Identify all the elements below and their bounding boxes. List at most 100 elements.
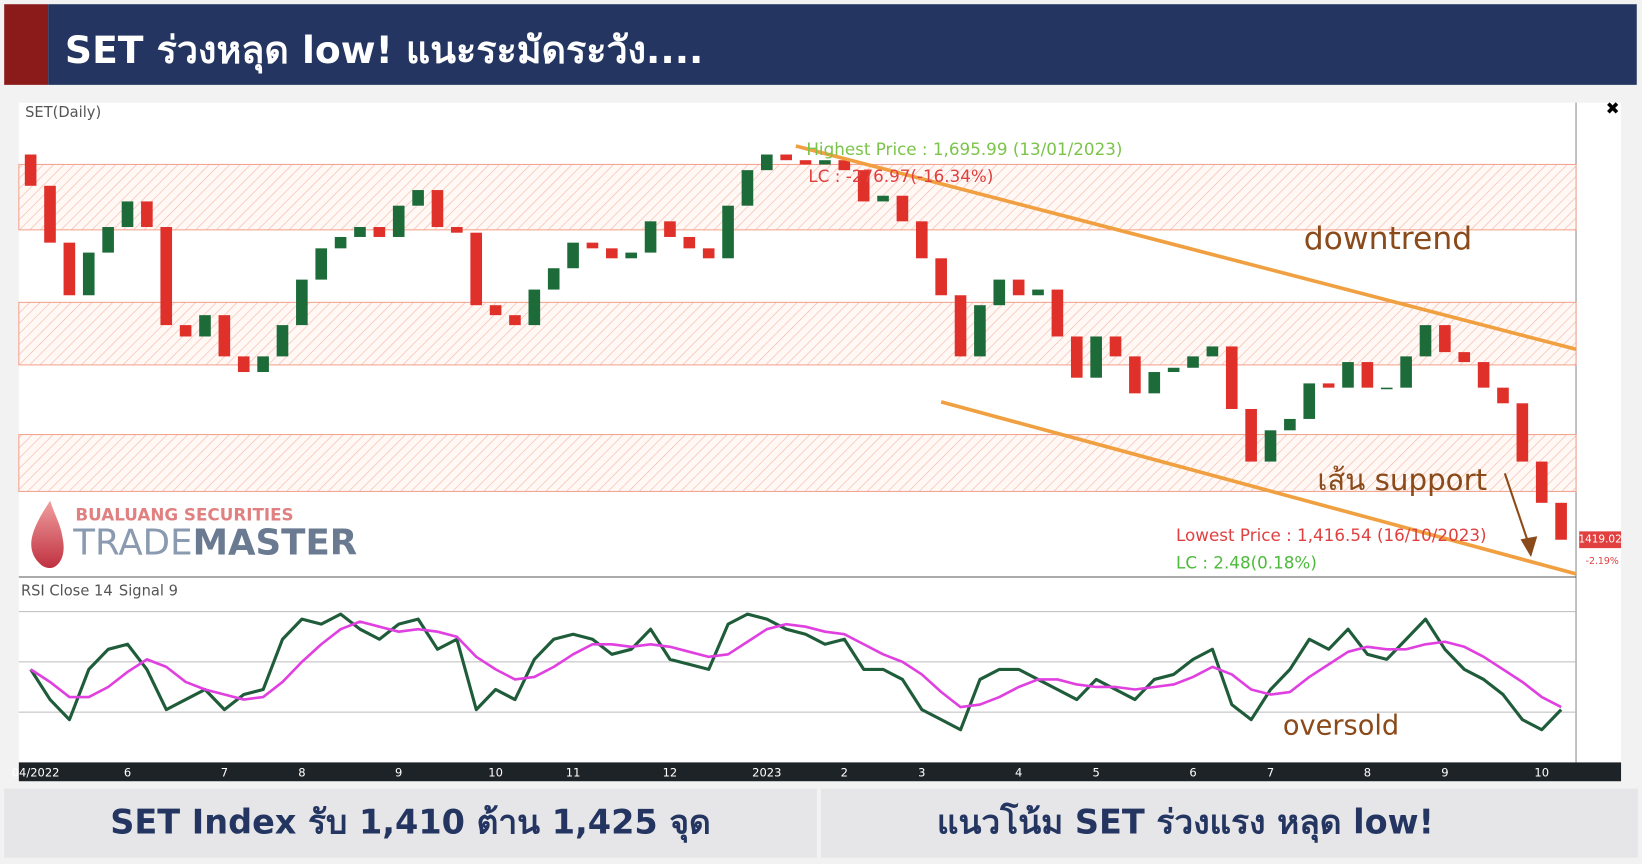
legend-entry: RSI Close 14	[21, 583, 113, 600]
candle	[1342, 362, 1354, 388]
candle	[1051, 289, 1064, 337]
candle	[489, 305, 502, 316]
candle	[354, 227, 366, 237]
candle	[683, 236, 696, 249]
candle	[1361, 362, 1374, 388]
logo-brand-bold: MASTER	[193, 523, 358, 564]
price-tag-label: 1419.02	[1578, 534, 1621, 546]
candle	[644, 221, 657, 253]
candle	[1497, 387, 1509, 404]
candle	[1245, 408, 1257, 462]
header-accent	[4, 4, 49, 85]
candle	[141, 201, 153, 228]
x-tick-label: 9	[395, 765, 402, 779]
series-line	[29, 612, 1563, 732]
candle	[1284, 418, 1296, 431]
arrow-line	[1503, 473, 1530, 545]
candle	[1380, 387, 1393, 390]
candle	[1419, 325, 1432, 357]
rsi-legend: RSI Close 14 Signal 9	[21, 583, 178, 600]
x-tick-label: 10	[488, 765, 503, 779]
candle	[1129, 356, 1141, 394]
candle	[799, 160, 812, 165]
candle	[877, 195, 889, 202]
candle	[1439, 325, 1451, 353]
candle	[1322, 383, 1335, 388]
x-axis: 04/2022 6 7 8 9 10 11 12 2023 2 3 4 5 6 7 8 9 10	[12, 765, 1549, 779]
x-axis-strip	[18, 762, 1622, 782]
candle	[412, 190, 424, 206]
candle	[1206, 346, 1219, 357]
candle	[857, 170, 870, 202]
highest-label: Highest Price : 1,695.99 (13/01/2023)	[806, 139, 1122, 159]
candle	[1303, 383, 1316, 419]
x-tick-label: 2023	[752, 765, 781, 779]
x-tick-label: 4	[1015, 765, 1022, 779]
candle	[664, 221, 676, 237]
change-label: -2.19%	[1586, 556, 1619, 567]
lowest-lc-label: LC : 2.48(0.18%)	[1176, 552, 1317, 572]
candle	[741, 170, 754, 206]
lowest-label: Lowest Price : 1,416.54 (16/10/2023)	[1176, 525, 1487, 545]
x-tick-label: 8	[1364, 765, 1371, 779]
series-line	[29, 620, 1562, 709]
x-tick-label: 12	[663, 765, 678, 779]
zone	[18, 163, 1577, 231]
candle	[373, 227, 386, 237]
candle	[334, 236, 347, 249]
candle	[199, 315, 211, 337]
candle	[993, 279, 1006, 306]
price-pane: 1419.02	[18, 144, 1622, 576]
candle	[935, 258, 947, 296]
chart-title: SET(Daily)	[25, 104, 101, 121]
candle	[63, 242, 76, 296]
candle	[44, 185, 56, 243]
x-tick-label: 10	[1534, 765, 1549, 779]
candle	[276, 325, 289, 357]
candle	[82, 252, 95, 296]
candle	[1109, 336, 1122, 357]
candle	[257, 356, 269, 373]
legend-entry: Signal 9	[119, 583, 178, 600]
candle	[1090, 336, 1102, 378]
logo-company: BUALUANG SECURITIES	[75, 504, 293, 524]
x-tick-label: 04/2022	[12, 765, 60, 779]
x-tick-label: 6	[1189, 765, 1196, 779]
candle	[160, 227, 173, 326]
candle	[392, 205, 405, 237]
candle	[838, 160, 851, 171]
candle	[1012, 279, 1025, 296]
candle	[528, 289, 541, 326]
candle	[896, 195, 909, 222]
candle	[431, 190, 444, 228]
logo-brand-light: TRADE	[72, 523, 192, 564]
downtrend-label: downtrend	[1304, 221, 1472, 257]
logo: BUALUANG SECURITIES TRADEMASTER	[31, 500, 358, 569]
highest-lc-label: LC : -276.97(-16.34%)	[808, 166, 993, 186]
rsi-pane	[18, 611, 1577, 732]
candle	[1032, 289, 1044, 296]
candle	[819, 160, 831, 165]
candle	[780, 154, 792, 161]
x-tick-label: 7	[1267, 765, 1274, 779]
close-button[interactable]: ✖	[1606, 98, 1620, 118]
candle	[1400, 356, 1412, 388]
candle	[567, 242, 579, 269]
candle	[702, 248, 715, 259]
candle	[237, 356, 250, 373]
x-tick-label: 2	[841, 765, 848, 779]
footer-box	[821, 788, 1638, 858]
price-tag	[1579, 531, 1622, 549]
x-tick-label: 8	[298, 765, 305, 779]
candle	[586, 242, 599, 249]
candle	[509, 315, 521, 326]
x-tick-label: 5	[1092, 765, 1099, 779]
candle	[179, 325, 192, 337]
header-title: SET ร่วงหลุด low! แนะระมัดระวัง....	[65, 28, 703, 74]
candle	[722, 205, 734, 259]
x-tick-label: 3	[918, 765, 925, 779]
candle	[296, 279, 308, 326]
trendline	[940, 400, 1577, 576]
candle	[102, 227, 114, 253]
arrow-head	[1520, 536, 1538, 558]
